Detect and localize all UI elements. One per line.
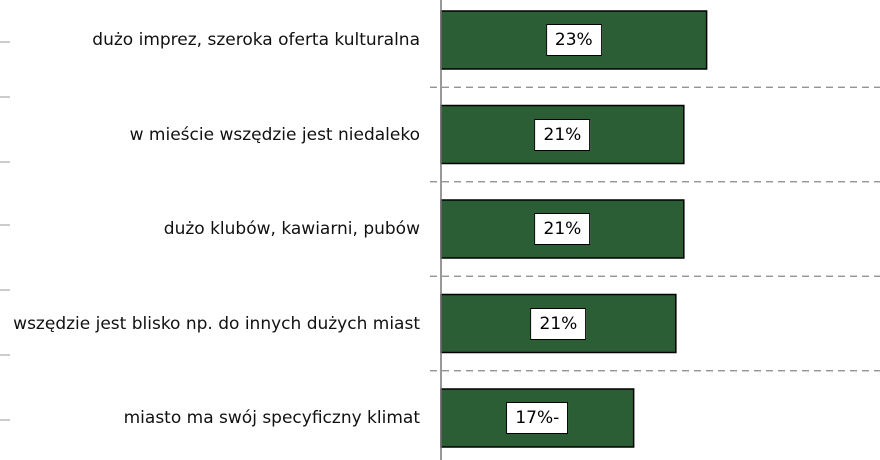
category-label: dużo klubów, kawiarni, pubów bbox=[163, 219, 420, 239]
value-label: 21% bbox=[534, 118, 591, 151]
category-label: dużo imprez, szeroka oferta kulturalna bbox=[92, 30, 420, 50]
value-label: 17%- bbox=[506, 402, 569, 434]
value-label: 23% bbox=[545, 24, 602, 56]
category-label: w mieście wszędzie jest niedaleko bbox=[129, 124, 420, 145]
value-label: 21% bbox=[530, 307, 587, 340]
category-label: miasto ma swój specyficzny klimat bbox=[123, 408, 420, 428]
value-label: 21% bbox=[534, 213, 591, 245]
category-label: wszędzie jest blisko np. do innych dużyc… bbox=[13, 313, 420, 334]
